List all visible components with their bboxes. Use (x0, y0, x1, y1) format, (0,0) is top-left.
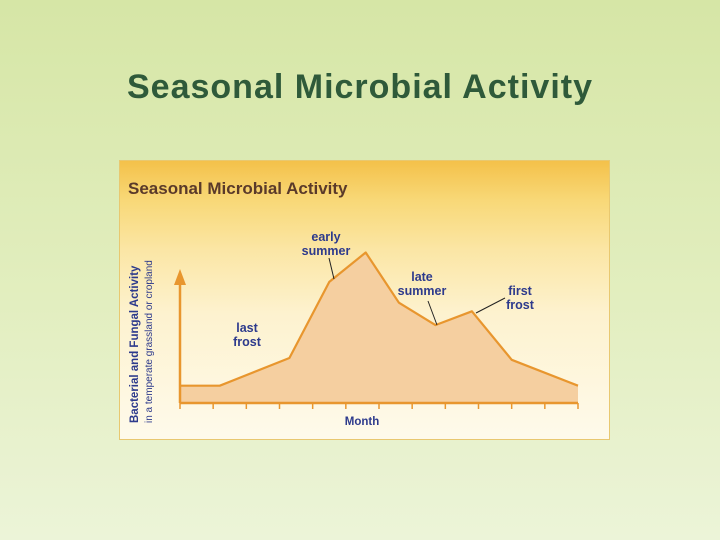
annotation-leader (475, 297, 506, 314)
annotation-label: last frost (233, 321, 262, 349)
slide-title: Seasonal Microbial Activity (127, 68, 593, 106)
annotation-leader (427, 300, 438, 326)
annotation-line: frost (233, 335, 262, 349)
annotation-line: frost (506, 298, 535, 312)
annotation-line: first (508, 284, 532, 298)
chart-title: Seasonal Microbial Activity (128, 179, 348, 198)
x-axis-label: Month (345, 416, 379, 428)
activity-line (180, 251, 579, 387)
annotation-leader (328, 257, 335, 280)
annotation-line: summer (302, 244, 351, 258)
annotation-label: first frost (506, 284, 535, 312)
annotation-label: late summer (398, 270, 447, 298)
annotation-line: early (311, 230, 340, 244)
activity-area (180, 252, 578, 403)
y-axis-sublabel: in a temperate grassland or cropland (144, 260, 155, 423)
chart-svg: Seasonal Microbial Activity Bacterial an… (128, 179, 579, 428)
annotation-line: summer (398, 284, 447, 298)
annotation-line: late (411, 270, 433, 284)
annotation-label: early summer (302, 230, 351, 258)
chart-figure: Seasonal Microbial Activity Bacterial an… (120, 161, 609, 439)
annotation-line: last (236, 321, 258, 335)
y-axis-arrow (174, 269, 186, 285)
y-axis-label: Bacterial and Fungal Activity (129, 265, 141, 423)
